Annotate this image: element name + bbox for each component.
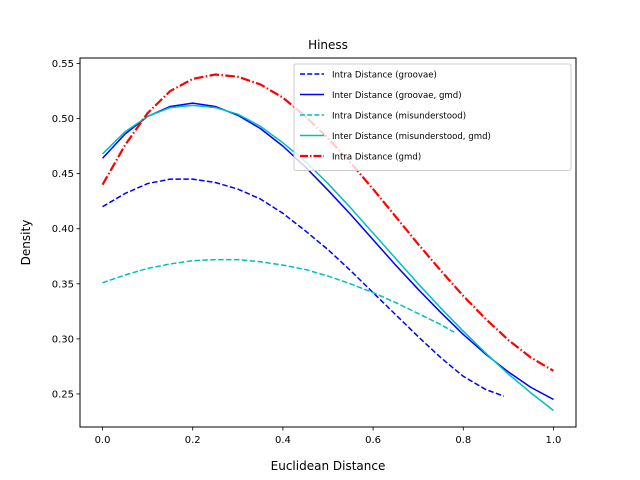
legend-label: Intra Distance (misunderstood) [332, 112, 466, 122]
y-axis-title: Density [19, 220, 33, 266]
y-tick-label: 0.50 [52, 114, 74, 125]
y-tick-label: 0.55 [52, 59, 74, 70]
y-tick-label: 0.35 [52, 279, 74, 290]
legend: Intra Distance (groovae) Inter Distance (… [293, 63, 572, 171]
y-tick-label: 0.45 [52, 169, 74, 180]
plot-frame [79, 57, 577, 428]
legend-label: Intra Distance (gmd) [332, 153, 421, 163]
x-tick-label: 1.0 [546, 435, 562, 446]
x-axis-title: Euclidean Distance [271, 459, 386, 473]
series-line-3 [102, 258, 455, 333]
x-tick-label: 0.2 [185, 435, 201, 446]
chart-title: Hiness [308, 38, 348, 52]
series-line-4 [102, 104, 554, 412]
plot-area [101, 73, 555, 412]
series-line-2 [102, 102, 554, 401]
x-tick-label: 0.8 [455, 435, 471, 446]
x-tick-label: 0.6 [365, 435, 381, 446]
series-line-1 [102, 178, 505, 397]
x-tick-label: 0.0 [95, 435, 111, 446]
y-tick-label: 0.40 [52, 224, 74, 235]
legend-label: Inter Distance (misunderstood, gmd) [332, 132, 491, 142]
y-tick-label: 0.25 [52, 389, 74, 400]
legend-box [293, 63, 572, 171]
x-tick-label: 0.4 [275, 435, 291, 446]
y-axis: 0.25 0.30 0.35 0.40 0.45 0.50 0.55 [52, 59, 80, 400]
legend-label: Inter Distance (groovae, gmd) [332, 91, 462, 101]
x-axis: 0.0 0.2 0.4 0.6 0.8 1.0 [95, 427, 562, 446]
legend-label: Intra Distance (groovae) [332, 71, 437, 81]
y-tick-label: 0.30 [52, 334, 74, 345]
